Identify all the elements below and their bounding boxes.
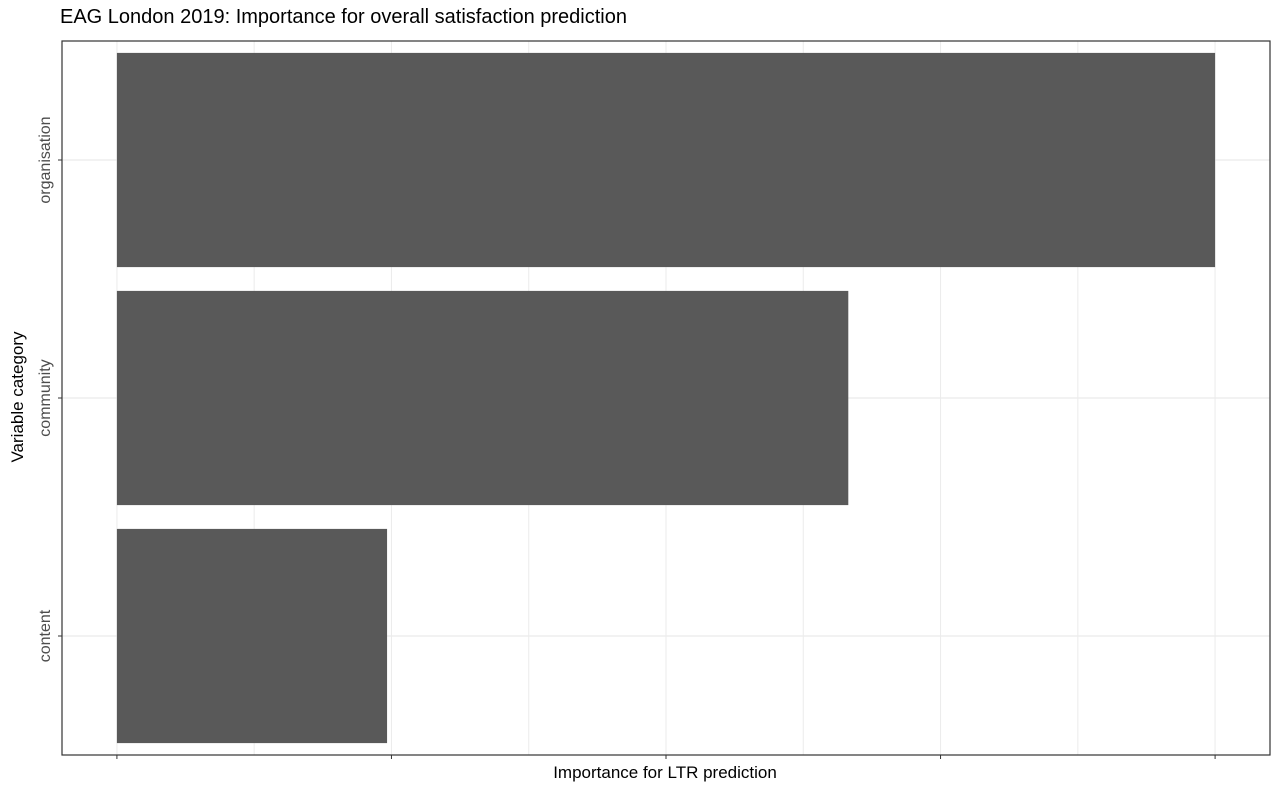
chart-title: EAG London 2019: Importance for overall … <box>60 6 627 28</box>
bar-community <box>116 290 849 506</box>
y-tick-label-content: content <box>37 609 54 662</box>
x-axis-label: Importance for LTR prediction <box>553 763 777 782</box>
bar-organisation <box>116 52 1216 268</box>
bar-content <box>116 528 388 744</box>
y-tick-label-organisation: organisation <box>37 116 54 203</box>
y-tick-label-community: community <box>37 359 54 436</box>
